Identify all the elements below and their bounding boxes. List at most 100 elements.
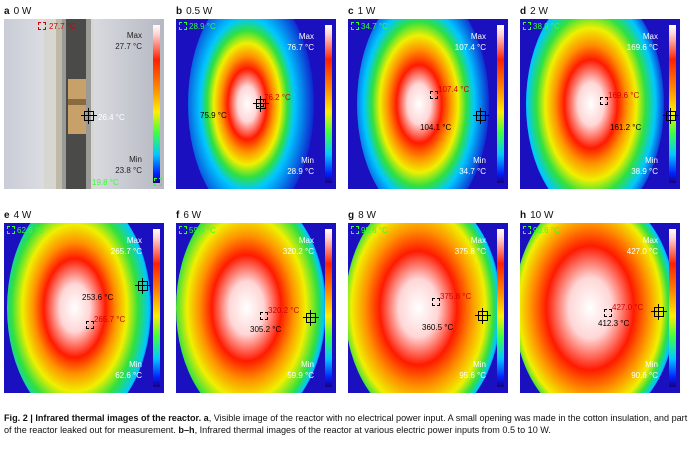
- thermal-map: [520, 19, 680, 189]
- thermal-image: 90.6 °C Max 427.0 °C 427.0 °C 412.3 °C Min 90.…: [520, 223, 680, 393]
- max-label: Max: [298, 236, 314, 245]
- max-value: 265.7 °C: [110, 247, 142, 256]
- caption-part-a-text: , Visible image of the reactor with no e…: [4, 413, 688, 435]
- min-label: Min: [129, 360, 142, 369]
- spot-box: [38, 22, 46, 30]
- crosshair: [473, 108, 489, 124]
- corner-temp: 28.9 °C: [189, 22, 216, 31]
- caption-title: Fig. 2 | Infrared thermal images of the …: [4, 413, 202, 423]
- color-scale-bar: [325, 229, 332, 387]
- min-label: Min: [301, 156, 314, 165]
- color-scale-bar: [669, 229, 676, 387]
- thermal-image: 62.6 °C Max 265.7 °C 265.7 °C 253.6 °C Min 62.…: [4, 223, 164, 393]
- corner-temp: 59.9 °C: [189, 226, 216, 235]
- caption-part-bh-text: , Infrared thermal images of the reactor…: [194, 425, 551, 435]
- bottom-temp: 19.8 °C: [92, 178, 119, 187]
- thermal-map: [176, 223, 336, 393]
- max-label: Max: [298, 32, 314, 41]
- spot-temp: 104.1 °C: [420, 123, 452, 132]
- thermal-map: [176, 19, 336, 189]
- thermal-image: 34.7 °C Max 107.4 °C 107.4 °C 104.1 °C Min 34.…: [348, 19, 508, 189]
- min-label: Min: [473, 360, 486, 369]
- thermal-image: 38.9 °C Max 169.6 °C 169.6 °C 161.2 °C Min 38.…: [520, 19, 680, 189]
- crosshair: [663, 108, 679, 124]
- corner-box: [351, 22, 359, 30]
- hot-spot-temp: 169.6 °C: [608, 91, 640, 100]
- spot-temp: 360.5 °C: [422, 323, 454, 332]
- thermal-map: [4, 223, 164, 393]
- hot-spot-box: [604, 309, 612, 317]
- min-label: Min: [473, 156, 486, 165]
- hot-spot-box: [430, 91, 438, 99]
- max-label: Max: [126, 31, 142, 40]
- panel-h: h 10 W 90.6 °C Max 427.0 °C 427.0 °C 412.3 °C M…: [520, 210, 680, 393]
- min-value: 23.8 °C: [115, 166, 142, 175]
- min-value: 62.6 °C: [115, 371, 142, 380]
- spot-temp: 412.3 °C: [598, 319, 630, 328]
- color-scale-bar: [497, 25, 504, 183]
- corner-box: [351, 226, 359, 234]
- hot-spot-box: [432, 298, 440, 306]
- visible-image: 27.7 °C Max 27.7 °C 26.4 °C Min 23.8 °C …: [4, 19, 164, 189]
- reactor-photo: [4, 19, 164, 189]
- spot-temp: 161.2 °C: [610, 123, 642, 132]
- thermal-map: [348, 223, 508, 393]
- min-value: 95.6 °C: [459, 371, 486, 380]
- thermal-image: 59.9 °C Max 320.2 °C 320.2 °C 305.2 °C Min 59.…: [176, 223, 336, 393]
- max-value: 427.0 °C: [626, 247, 658, 256]
- max-label: Max: [642, 236, 658, 245]
- hot-spot-box: [260, 312, 268, 320]
- spot-box: [154, 178, 162, 186]
- corner-box: [7, 226, 15, 234]
- min-value: 59.9 °C: [287, 371, 314, 380]
- hot-spot-temp: 427.0 °C: [612, 303, 644, 312]
- corner-temp: 62.6 °C: [17, 226, 44, 235]
- hot-spot-box: [600, 97, 608, 105]
- min-label: Min: [645, 360, 658, 369]
- color-scale-bar: [497, 229, 504, 387]
- crosshair: [135, 278, 151, 294]
- max-label: Max: [470, 32, 486, 41]
- crosshair: [475, 308, 491, 324]
- thermal-map: [520, 223, 680, 393]
- spot-temp: 305.2 °C: [250, 325, 282, 334]
- figure-caption: Fig. 2 | Infrared thermal images of the …: [4, 412, 688, 436]
- hot-spot-temp: 107.4 °C: [438, 85, 470, 94]
- panel-b: b 0.5 W 28.9 °C Max 76.7 °C 76.2 °C 75.9 °C Min…: [176, 6, 336, 189]
- max-value: 375.8 °C: [454, 247, 486, 256]
- corner-box: [179, 22, 187, 30]
- min-value: 34.7 °C: [459, 167, 486, 176]
- max-label: Max: [470, 236, 486, 245]
- min-value: 28.9 °C: [287, 167, 314, 176]
- hot-spot-box: [86, 321, 94, 329]
- max-label: Max: [126, 236, 142, 245]
- color-scale-bar: [153, 229, 160, 387]
- panel-label: b 0.5 W: [176, 6, 213, 17]
- crosshair: [303, 310, 319, 326]
- hot-spot-temp: 76.2 °C: [264, 93, 291, 102]
- min-label: Min: [129, 155, 142, 164]
- max-label: Max: [642, 32, 658, 41]
- thermal-image: 95.6 °C Max 375.8 °C 375.8 °C 360.5 °C Min 95.…: [348, 223, 508, 393]
- corner-box: [523, 226, 531, 234]
- max-value: 169.6 °C: [626, 43, 658, 52]
- top-temp: 27.7 °C: [49, 22, 76, 31]
- max-value: 107.4 °C: [454, 43, 486, 52]
- corner-box: [179, 226, 187, 234]
- min-value: 38.9 °C: [631, 167, 658, 176]
- thermal-image: 28.9 °C Max 76.7 °C 76.2 °C 75.9 °C Min 28.9 °…: [176, 19, 336, 189]
- max-value: 76.7 °C: [287, 43, 314, 52]
- min-label: Min: [645, 156, 658, 165]
- panel-label: h 10 W: [520, 210, 554, 221]
